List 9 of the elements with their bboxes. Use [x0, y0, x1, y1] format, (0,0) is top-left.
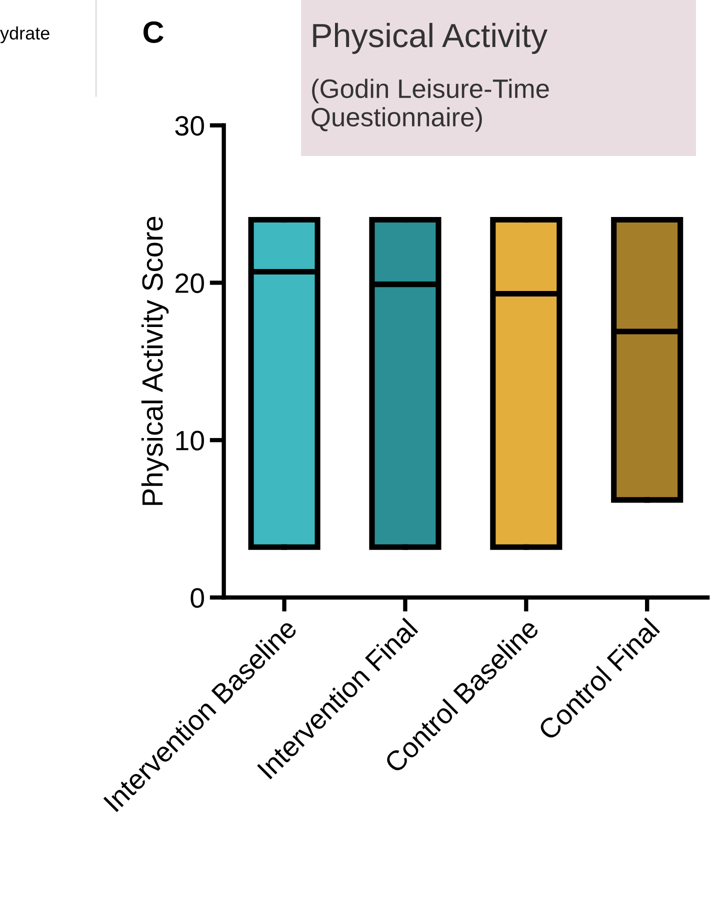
y-axis-title: Physical Activity Score: [141, 216, 169, 505]
y-tick-label: 20: [176, 273, 204, 294]
y-tick-label: 0: [190, 588, 204, 608]
y-tick-label: 10: [176, 430, 204, 450]
chart-title: Physical Activity: [313, 22, 548, 54]
chart-subtitle: (Godin Leisure-Time Questionnaire): [312, 78, 549, 132]
y-tick-label: 30: [175, 116, 204, 136]
text: ydrate: [0, 26, 50, 44]
text: C: [143, 21, 164, 43]
